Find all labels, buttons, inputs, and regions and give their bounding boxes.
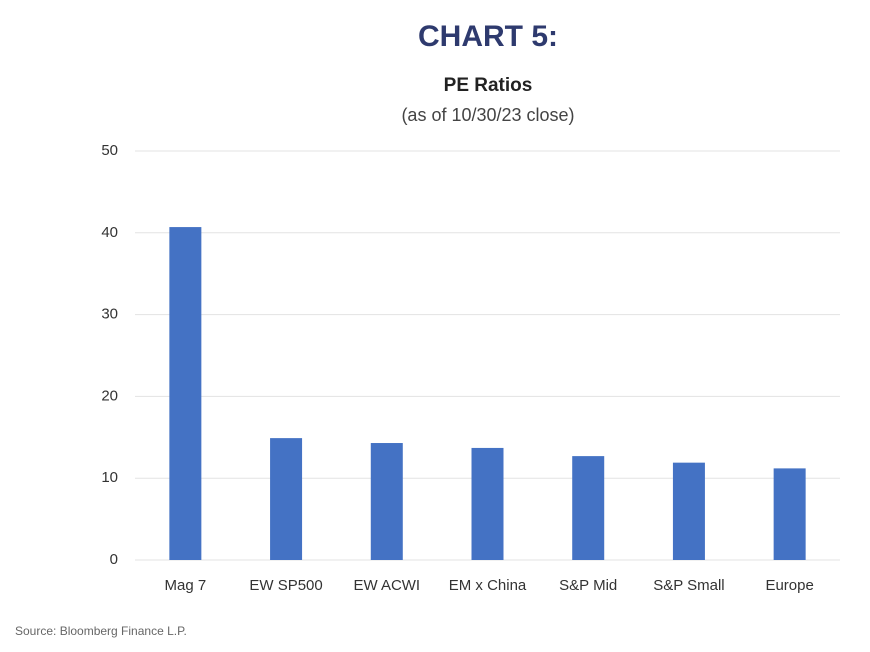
bar [773,468,806,560]
y-tick-label: 10 [101,469,118,486]
bar [270,438,303,560]
x-tick-label: Mag 7 [165,577,207,594]
y-tick-label: 50 [101,142,118,159]
bar [169,227,202,560]
x-tick-label: EM x China [449,577,527,594]
chart-subtitle: PE Ratios [444,75,533,96]
y-tick-label: 40 [101,224,118,241]
bar [572,456,605,560]
bar [471,447,504,560]
y-tick-label: 0 [110,551,118,568]
x-tick-label: EW SP500 [249,577,322,594]
x-tick-label: S&P Small [653,577,724,594]
y-tick-label: 30 [101,306,118,323]
x-tick-label: EW ACWI [353,577,420,594]
source: Source: Bloomberg Finance L.P. [15,624,187,638]
y-tick-label: 20 [101,387,118,404]
x-tick-label: S&P Mid [559,577,617,594]
bar [672,462,705,560]
chart-title: CHART 5: [418,20,558,53]
bar [370,443,403,560]
x-tick-label: Europe [765,577,813,594]
chart-note: (as of 10/30/23 close) [401,105,574,125]
